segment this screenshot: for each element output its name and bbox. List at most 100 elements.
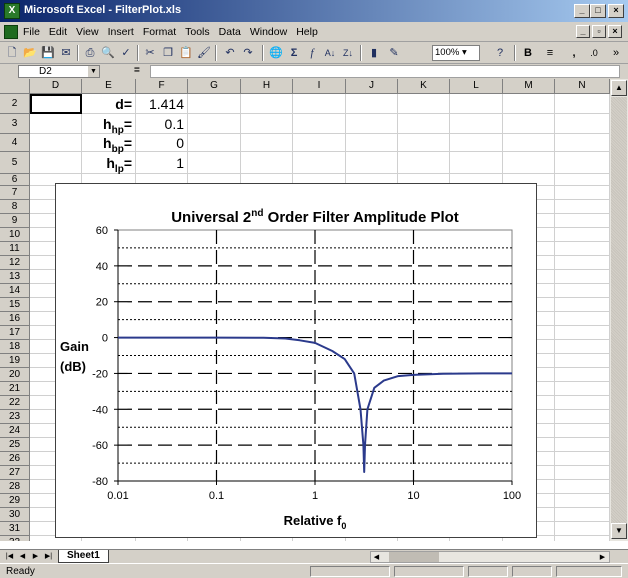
close-button[interactable]: × [608,4,624,18]
row-header-9[interactable]: 9 [0,214,30,228]
undo-icon[interactable]: ↶ [225,47,235,59]
hyperlink-icon[interactable]: 🌐 [269,47,283,59]
row-header-25[interactable]: 25 [0,438,30,452]
row-header-12[interactable]: 12 [0,256,30,270]
menu-help[interactable]: Help [296,26,318,38]
row-header-13[interactable]: 13 [0,270,30,284]
help-icon[interactable]: ? [496,47,504,59]
function-icon[interactable]: f [310,47,314,59]
active-cell-selection[interactable] [30,94,82,114]
autosum-icon[interactable]: Σ [290,47,298,59]
row-header-31[interactable]: 31 [0,522,30,536]
redo-icon[interactable]: ↷ [243,47,253,59]
minimize-button[interactable]: _ [574,4,590,18]
vertical-scroll-thumb[interactable] [611,97,627,527]
row-header-23[interactable]: 23 [0,410,30,424]
row-header-21[interactable]: 21 [0,382,30,396]
row-header-15[interactable]: 15 [0,298,30,312]
chart-area[interactable]: 60 40 20 0 -20 -40 -60 -80 0.01 0.1 1 10 100 Universa… [55,183,537,538]
menu-tools[interactable]: Tools [185,26,210,38]
column-header-k[interactable]: K [398,79,450,94]
row-header-2[interactable]: 2 [0,94,30,114]
print-icon[interactable]: ⎙ [85,47,95,59]
column-header-j[interactable]: J [346,79,398,94]
cell-e4[interactable]: hbp= [82,135,136,155]
row-header-22[interactable]: 22 [0,396,30,410]
zoom-select[interactable]: 100% ▾ [432,45,480,61]
scroll-up-icon[interactable]: ▲ [611,80,627,96]
scroll-left-icon[interactable]: ◀ [373,554,380,561]
chevron-down-icon[interactable]: ▼ [88,66,99,77]
new-icon[interactable]: 🗋 [7,47,17,59]
first-sheet-icon[interactable]: |◀ [5,553,14,560]
row-header-4[interactable]: 4 [0,134,30,152]
menu-file[interactable]: File [23,26,40,38]
sort-descending-icon[interactable]: Z↓ [343,48,353,58]
cell-f4[interactable]: 0 [176,135,184,151]
vertical-scrollbar[interactable]: ▲ ▼ [610,79,628,541]
chart-wizard-icon[interactable]: ▮ [370,47,378,59]
row-header-18[interactable]: 18 [0,340,30,354]
horizontal-scrollbar[interactable]: ◀ ▶ [370,551,610,563]
formula-input[interactable] [150,65,620,78]
row-header-14[interactable]: 14 [0,284,30,298]
menu-format[interactable]: Format [142,26,177,38]
excel-icon[interactable]: X [4,3,20,19]
row-header-16[interactable]: 16 [0,312,30,326]
row-header-30[interactable]: 30 [0,508,30,522]
workbook-icon[interactable] [4,25,18,39]
row-header-20[interactable]: 20 [0,368,30,382]
menu-data[interactable]: Data [218,26,241,38]
column-header-g[interactable]: G [188,79,241,94]
cell-e3[interactable]: hhp= [82,115,136,136]
paste-icon[interactable]: 📋 [179,47,193,59]
equals-sign[interactable]: = [134,65,140,76]
row-header-7[interactable]: 7 [0,186,30,200]
menu-window[interactable]: Window [249,26,288,38]
cell-f2[interactable]: 1.414 [148,96,184,112]
column-header-h[interactable]: H [241,79,293,94]
scroll-down-icon[interactable]: ▼ [611,523,627,539]
increase-decimal-icon[interactable]: .0 [590,48,598,58]
copy-icon[interactable]: ❐ [163,47,173,59]
row-header-17[interactable]: 17 [0,326,30,340]
row-header-5[interactable]: 5 [0,152,30,174]
column-header-m[interactable]: M [503,79,555,94]
spelling-icon[interactable]: ✓ [121,47,131,59]
sort-ascending-icon[interactable]: A↓ [324,48,336,58]
toolbar-overflow-icon[interactable]: » [612,47,620,59]
format-painter-icon[interactable]: 🖌 [197,47,211,59]
row-header-24[interactable]: 24 [0,424,30,438]
row-header-10[interactable]: 10 [0,228,30,242]
column-header-d[interactable]: D [30,79,82,94]
prev-sheet-icon[interactable]: ◀ [19,553,26,560]
cut-icon[interactable]: ✂ [145,47,155,59]
horizontal-scroll-thumb[interactable] [389,552,439,562]
maximize-button[interactable]: □ [590,4,606,18]
drawing-icon[interactable]: ✎ [389,47,399,59]
column-header-f[interactable]: F [136,79,188,94]
workbook-close-button[interactable]: × [608,25,622,38]
row-header-8[interactable]: 8 [0,200,30,214]
cell-f3[interactable]: 0.1 [164,116,184,132]
cell-f5[interactable]: 1 [176,155,184,171]
center-icon[interactable]: ≡ [546,47,554,59]
print-preview-icon[interactable]: 🔍 [101,47,115,59]
workbook-minimize-button[interactable]: _ [576,25,590,38]
bold-icon[interactable]: B [524,47,532,59]
column-header-l[interactable]: L [450,79,503,94]
row-header-28[interactable]: 28 [0,480,30,494]
last-sheet-icon[interactable]: ▶| [44,553,53,560]
row-header-26[interactable]: 26 [0,452,30,466]
name-box[interactable]: D2 ▼ [18,65,100,78]
comma-style-icon[interactable]: , [572,47,576,59]
select-all-corner[interactable] [0,79,30,94]
save-icon[interactable]: 💾 [41,47,55,59]
workbook-restore-button[interactable]: ▫ [592,25,606,38]
column-header-e[interactable]: E [82,79,136,94]
next-sheet-icon[interactable]: ▶ [32,553,39,560]
row-header-19[interactable]: 19 [0,354,30,368]
column-header-n[interactable]: N [555,79,610,94]
row-header-6[interactable]: 6 [0,174,30,186]
menu-insert[interactable]: Insert [107,26,134,38]
